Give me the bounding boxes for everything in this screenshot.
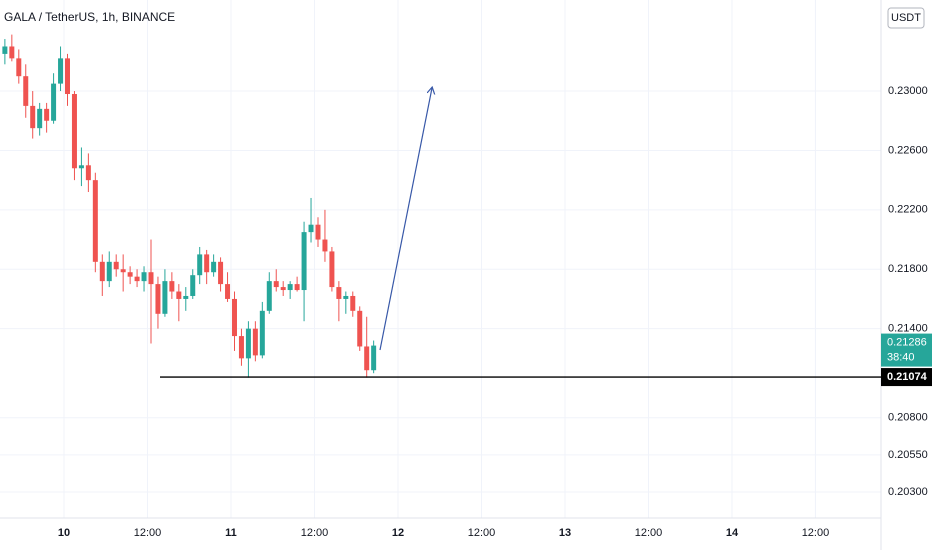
candle-body bbox=[190, 275, 196, 296]
candle-body bbox=[65, 58, 70, 95]
candle-body bbox=[85, 165, 91, 181]
x-tick-label: 12 bbox=[392, 527, 404, 539]
y-tick-label: 0.23000 bbox=[888, 85, 928, 97]
hline-price-box bbox=[881, 368, 932, 387]
y-tick-label: 0.21400 bbox=[888, 323, 928, 335]
candle-body bbox=[315, 224, 321, 240]
candle-body bbox=[44, 108, 50, 121]
candle-body bbox=[106, 261, 112, 282]
currency-label[interactable]: USDT bbox=[891, 12, 921, 24]
x-tick-label: 10 bbox=[58, 527, 70, 539]
candle-body bbox=[51, 83, 57, 121]
candle-body bbox=[287, 284, 293, 291]
candle-body bbox=[141, 272, 147, 282]
y-tick-label: 0.22600 bbox=[888, 144, 928, 156]
x-tick-label: 12:00 bbox=[134, 527, 162, 539]
x-tick-label: 11 bbox=[225, 527, 237, 539]
candle-body bbox=[30, 105, 36, 129]
candle-body bbox=[155, 284, 161, 314]
candle-body bbox=[357, 310, 363, 347]
x-tick-label: 12:00 bbox=[301, 527, 329, 539]
x-tick-label: 12:00 bbox=[802, 527, 830, 539]
candle-body bbox=[301, 232, 307, 291]
candle-body bbox=[343, 295, 349, 299]
candle-body bbox=[99, 261, 105, 282]
y-tick-label: 0.21800 bbox=[888, 263, 928, 275]
candle-body bbox=[231, 298, 237, 337]
candle-body bbox=[23, 76, 29, 106]
candle-body bbox=[329, 251, 335, 288]
candle-body bbox=[197, 254, 203, 276]
hline-price-label: 0.21074 bbox=[887, 371, 928, 383]
candle-body bbox=[308, 224, 314, 233]
candle-body bbox=[78, 165, 84, 169]
candle-body bbox=[37, 108, 43, 129]
currency-button[interactable] bbox=[887, 7, 925, 29]
candle-body bbox=[322, 239, 328, 252]
chart-title: GALA / TetherUS, 1h, BINANCE bbox=[4, 10, 175, 24]
x-tick-label: 12:00 bbox=[635, 527, 663, 539]
y-tick-label: 0.20800 bbox=[888, 412, 928, 424]
current-price-label: 0.21286 bbox=[887, 336, 927, 348]
candle-body bbox=[183, 295, 189, 299]
candle-body bbox=[113, 261, 119, 270]
candle-body bbox=[350, 295, 356, 311]
countdown-label: 38:40 bbox=[887, 351, 915, 363]
candle-body bbox=[127, 272, 133, 277]
x-tick-label: 12:00 bbox=[468, 527, 496, 539]
candle-body bbox=[273, 281, 279, 288]
candle-body bbox=[364, 346, 370, 371]
x-tick-label: 14 bbox=[726, 527, 739, 539]
candle-body bbox=[71, 94, 77, 169]
candle-body bbox=[134, 276, 140, 282]
candle-body bbox=[218, 261, 224, 285]
candle-body bbox=[176, 291, 182, 299]
candle-body bbox=[148, 272, 154, 285]
y-tick-label: 0.20550 bbox=[888, 449, 928, 461]
candle-body bbox=[245, 328, 251, 359]
candle-body bbox=[238, 336, 244, 359]
x-tick-label: 13 bbox=[559, 527, 571, 539]
current-price-box bbox=[881, 333, 932, 367]
candle-body bbox=[120, 269, 126, 273]
candle-body bbox=[9, 46, 15, 59]
candle-body bbox=[252, 328, 258, 356]
y-tick-label: 0.20300 bbox=[888, 486, 928, 498]
candle-body bbox=[204, 254, 210, 273]
candle-body bbox=[2, 46, 8, 54]
candle-body bbox=[162, 281, 168, 314]
candle-body bbox=[371, 345, 377, 371]
candle-body bbox=[336, 287, 342, 299]
candle-body bbox=[259, 310, 265, 356]
candle-body bbox=[58, 58, 64, 84]
candle-body bbox=[266, 281, 272, 311]
candle-body bbox=[169, 281, 175, 292]
arrow-annotation bbox=[379, 88, 432, 351]
candle-body bbox=[280, 287, 286, 291]
candle-body bbox=[92, 180, 98, 262]
y-tick-label: 0.22200 bbox=[888, 204, 928, 216]
candle-body bbox=[225, 284, 231, 299]
candle-body bbox=[211, 261, 217, 273]
candle-body bbox=[294, 284, 300, 291]
candle-body bbox=[16, 58, 22, 77]
